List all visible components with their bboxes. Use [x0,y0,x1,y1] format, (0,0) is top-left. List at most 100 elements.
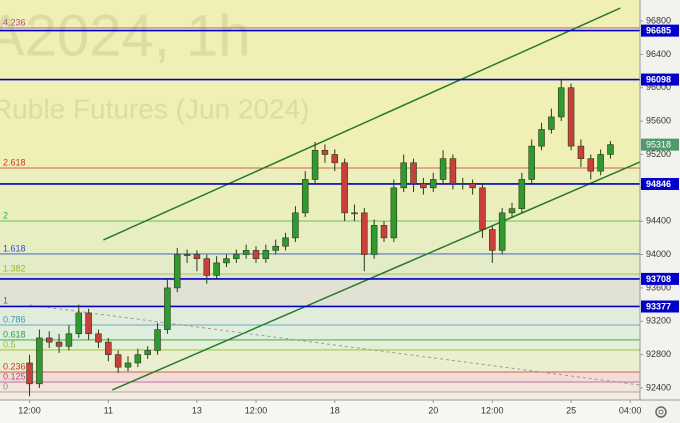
level-box [641,272,679,285]
fib-band [0,167,640,222]
candle-body [36,337,43,385]
y-tick-label: 92400 [646,382,671,392]
x-axis-area [0,400,640,423]
candle-body [370,225,378,255]
level-label: 96685 [646,25,671,35]
candle-body [55,341,63,347]
last-price-box [641,138,679,151]
candle-body [26,362,33,385]
candle-body [321,149,329,155]
candle-body [75,312,83,335]
fib-band [0,253,640,274]
fib-band [0,371,640,382]
candle-body [85,312,92,335]
trendline [103,7,621,241]
candle-body [577,145,585,159]
candle-body [233,254,240,260]
candle-body [45,337,53,343]
fib-band [0,349,640,372]
x-tick-label: 25 [566,405,576,415]
settings-icon[interactable] [655,406,667,418]
y-tick-label: 95200 [646,149,671,159]
candle-body [429,179,437,189]
candle-body [292,212,299,239]
last-price-label: 95318 [646,139,671,149]
fib-label: 0.125 [3,371,26,381]
fib-label: 0.618 [3,329,26,339]
candle-body [262,250,270,260]
fib-label: 0 [3,381,8,391]
level-box [641,177,679,190]
level-box [641,73,679,86]
candle-body [361,212,368,255]
x-tick-label: 12:00 [18,405,41,415]
candle-body [311,149,319,180]
candle-body [193,254,201,260]
candle-body [400,162,407,189]
candle-body [134,354,142,364]
candle-body [331,154,339,164]
candle-body [469,183,476,189]
candle-body [518,179,526,209]
fib-label: 2 [3,210,8,220]
x-tick-label: 20 [428,405,438,415]
candle-body [173,254,181,289]
fib-label: 1 [3,295,8,305]
candle-body [105,341,112,355]
candle-body [164,287,171,330]
candle-body [213,262,220,276]
y-tick-label: 96000 [646,82,671,92]
level-label: 96098 [646,74,671,84]
gear[interactable] [655,406,667,418]
level-label: 93708 [646,274,671,284]
candle-body [479,187,486,230]
level-label: 93377 [646,301,671,311]
candle-body [65,333,73,347]
fib-label: 1.618 [3,243,26,253]
y-tick-label: 93200 [646,316,671,326]
watermark-title: A2024, 1h [0,3,250,68]
x-tick-label: 12:00 [481,405,504,415]
trendline [111,161,640,391]
level-box [641,24,679,37]
candle-body [607,144,614,155]
fib-label: 0.786 [3,314,26,324]
watermark-subtitle: Ruble Futures (Jun 2024) [0,93,310,124]
x-tick-label: 18 [330,405,340,415]
candle-body [498,212,506,251]
candle-body [351,212,358,215]
candle-body [341,162,348,214]
y-tick-label: 94000 [646,249,671,259]
candle-body [380,225,388,239]
fib-band [0,391,640,400]
fib-band [0,339,640,350]
gear-center[interactable] [658,409,664,415]
candle-body [567,87,575,147]
candle-body [439,158,447,180]
candle-body [597,154,604,172]
candle-body [252,250,260,260]
x-tick-label: 04:00 [619,405,642,415]
candle-body [528,145,535,180]
level-box [641,300,679,313]
fib-band [0,381,640,392]
candle-body [557,87,565,118]
candle-body [223,258,230,264]
candle-body [410,162,417,184]
candle-body [124,362,132,368]
y-tick-label: 92800 [646,349,671,359]
y-tick-label: 93600 [646,282,671,292]
candle-body [301,179,309,214]
y-axis-area [640,0,680,423]
candle-body [95,333,102,343]
y-tick-label: 96400 [646,49,671,59]
candle-body [508,208,516,214]
candle-body [449,158,457,184]
y-tick-label: 94400 [646,216,671,226]
fib-label: 0.236 [3,361,26,371]
y-tick-label: 95600 [646,115,671,125]
fib-label: 0.5 [3,339,16,349]
candle-body [538,129,545,147]
fib-label: 4.236 [3,17,26,27]
